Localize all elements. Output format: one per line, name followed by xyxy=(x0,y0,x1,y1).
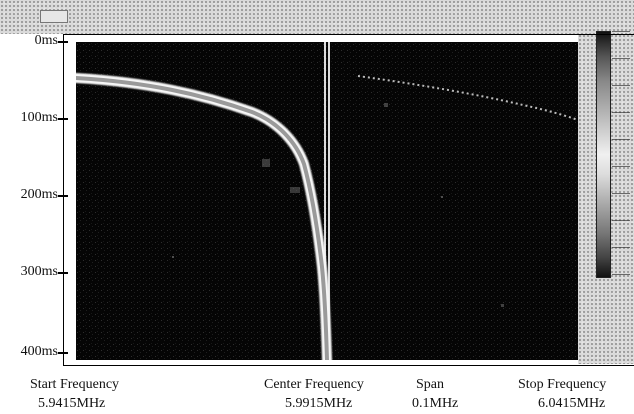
time-label-300: 300ms xyxy=(20,264,58,279)
time-tick-100 xyxy=(58,118,68,120)
time-label-400: 400ms xyxy=(20,344,58,359)
colorbar xyxy=(596,31,611,278)
time-tick-400 xyxy=(58,352,68,354)
noise-cluster-5 xyxy=(172,256,174,258)
time-label-200: 200ms xyxy=(20,187,58,202)
time-label-100: 100ms xyxy=(20,110,58,125)
colorbar-ticks xyxy=(612,31,630,276)
stop-frequency-value: 6.0415MHz xyxy=(538,396,606,411)
stop-frequency-label: Stop Frequency xyxy=(518,377,607,392)
start-frequency-label: Start Frequency xyxy=(30,377,120,392)
start-frequency-value: 5.9415MHz xyxy=(38,396,106,411)
time-tick-200 xyxy=(58,195,68,197)
plot-frame xyxy=(63,34,634,366)
span-value: 0.1MHz xyxy=(412,396,459,411)
noise-cluster-3 xyxy=(384,103,388,107)
spectrogram-plot-area xyxy=(76,42,578,360)
center-frequency-label: Center Frequency xyxy=(264,377,364,392)
span-label: Span xyxy=(416,377,444,392)
time-tick-0 xyxy=(58,41,68,43)
spectrogram-plot xyxy=(76,42,578,360)
time-tick-300 xyxy=(58,272,68,274)
faint-upper-trace xyxy=(357,75,578,121)
noise-cluster-4 xyxy=(501,304,504,307)
noise-cluster-6 xyxy=(441,196,443,198)
top-texture-band xyxy=(0,0,634,34)
center-frequency-value: 5.9915MHz xyxy=(285,396,353,411)
noise-cluster-2 xyxy=(290,187,300,193)
main-chirp-trace-core xyxy=(76,76,329,360)
noise-cluster-1 xyxy=(262,159,270,167)
top-left-tag xyxy=(40,10,68,23)
time-label-0: 0ms xyxy=(34,33,58,48)
